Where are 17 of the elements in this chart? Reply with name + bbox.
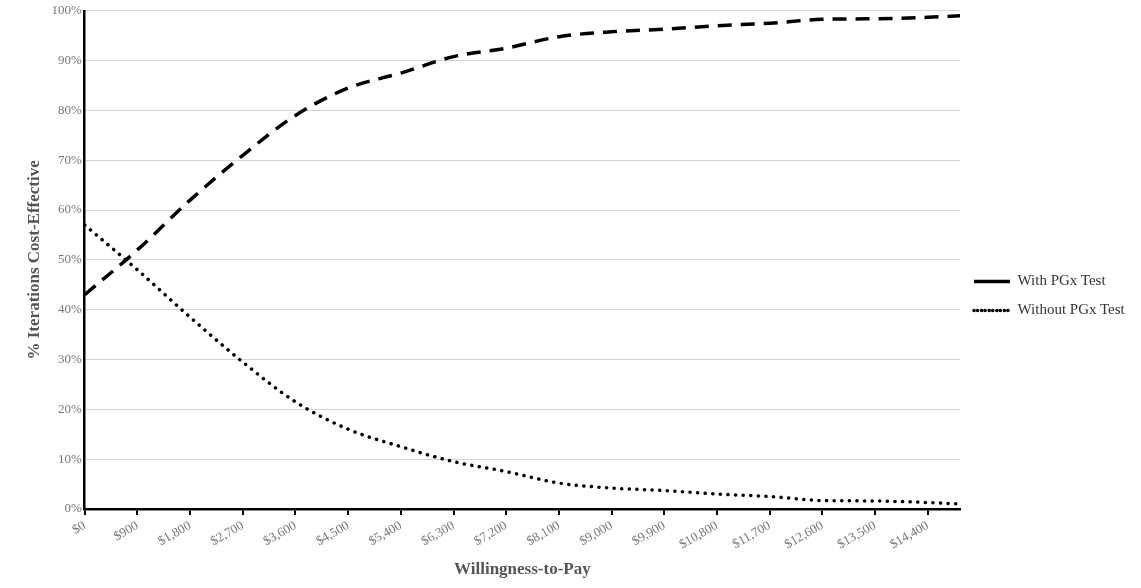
y-tick-label: 100%	[51, 2, 82, 18]
legend-label: With PGx Test	[1017, 272, 1107, 289]
y-tick-label: 70%	[57, 151, 82, 167]
y-tick-label: 50%	[57, 251, 82, 267]
y-tick-label: 30%	[57, 350, 82, 366]
y-tick-label: 40%	[57, 301, 82, 317]
y-tick-label: 10%	[57, 450, 82, 466]
y-tick-label: 90%	[57, 52, 82, 68]
y-tick-label: 0%	[64, 500, 82, 516]
x-axis-title: Willingness-to-Pay	[454, 559, 592, 579]
x-tick-label: $0	[69, 517, 88, 537]
y-tick-label: 80%	[57, 101, 82, 117]
legend-label: Without PGx Test	[1017, 301, 1126, 318]
y-tick-label: 20%	[57, 400, 82, 416]
y-tick-label: 60%	[57, 201, 82, 217]
y-axis-title: % Iterations Cost-Effective	[23, 159, 43, 360]
x-tick-label: $900	[110, 517, 141, 544]
